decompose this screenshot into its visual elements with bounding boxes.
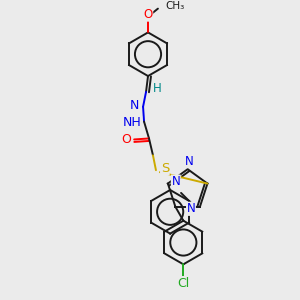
Text: Cl: Cl bbox=[177, 277, 190, 290]
Text: H: H bbox=[153, 82, 161, 95]
Text: N: N bbox=[171, 175, 180, 188]
Text: O: O bbox=[143, 8, 153, 21]
Text: N: N bbox=[185, 155, 194, 168]
Text: N: N bbox=[130, 99, 139, 112]
Text: S: S bbox=[161, 162, 169, 175]
Text: N: N bbox=[187, 202, 195, 215]
Text: CH₃: CH₃ bbox=[166, 1, 185, 11]
Text: O: O bbox=[121, 133, 131, 146]
Text: NH: NH bbox=[123, 116, 142, 129]
